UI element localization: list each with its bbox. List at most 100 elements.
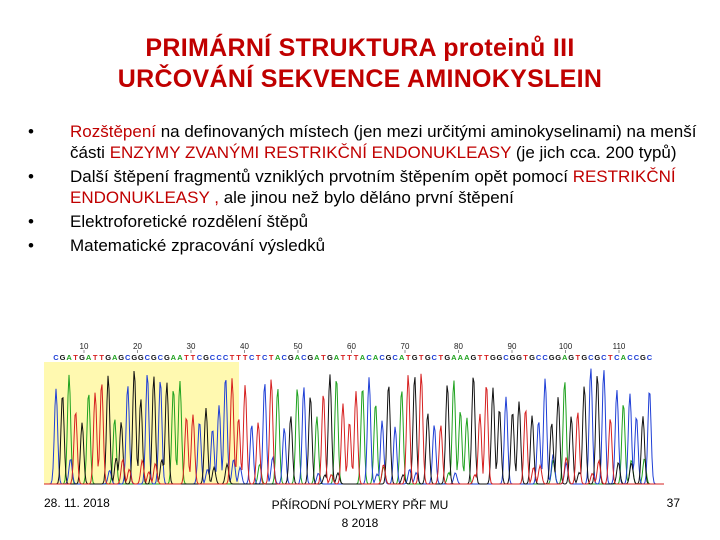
bullet-item-cleavage: Rozštěpení na definovaných místech (jen … bbox=[28, 121, 700, 163]
base-call: A bbox=[399, 353, 405, 362]
base-call: T bbox=[230, 353, 235, 362]
base-call: A bbox=[66, 353, 72, 362]
base-call: G bbox=[425, 353, 431, 362]
footer-course-line-2: 8 2018 bbox=[341, 516, 379, 530]
position-label: 110 bbox=[613, 342, 626, 351]
position-label: 80 bbox=[454, 342, 463, 351]
footer-course-line-1: PŘÍRODNÍ POLYMERY PŘF MU bbox=[271, 498, 449, 512]
base-call: T bbox=[184, 353, 189, 362]
position-label: 50 bbox=[294, 342, 303, 351]
base-call: A bbox=[295, 353, 301, 362]
base-call: G bbox=[151, 353, 157, 362]
base-call: C bbox=[366, 353, 372, 362]
slide-title: PRIMÁRNÍ STRUKTURA proteinů III URČOVÁNÍ… bbox=[20, 33, 700, 95]
base-call: C bbox=[634, 353, 640, 362]
title-line-2: URČOVÁNÍ SEKVENCE AMINOKYSLEIN bbox=[117, 65, 603, 93]
base-call: G bbox=[516, 353, 522, 362]
base-call: T bbox=[243, 353, 248, 362]
base-call: G bbox=[164, 353, 170, 362]
bullet-text: ale jinou než bylo děláno první štěpení bbox=[218, 188, 514, 207]
base-call: C bbox=[432, 353, 438, 362]
base-call: C bbox=[647, 353, 653, 362]
base-call: G bbox=[386, 353, 392, 362]
base-call: T bbox=[73, 353, 78, 362]
base-call: A bbox=[458, 353, 464, 362]
base-call: G bbox=[79, 353, 85, 362]
term-cleavage: Rozštěpení bbox=[70, 122, 156, 141]
base-call: C bbox=[223, 353, 229, 362]
base-call: G bbox=[138, 353, 144, 362]
base-call: G bbox=[288, 353, 294, 362]
base-call: C bbox=[216, 353, 222, 362]
base-call: C bbox=[210, 353, 216, 362]
bullet-text: na definovaných místech (jen mezi určitý… bbox=[70, 122, 697, 162]
base-call: C bbox=[588, 353, 594, 362]
base-call: T bbox=[321, 353, 326, 362]
base-call: G bbox=[510, 353, 516, 362]
term-endonuclease: RESTRIKČNÍ ENDONUKLEASY , bbox=[70, 167, 676, 207]
base-call: T bbox=[269, 353, 274, 362]
position-label: 20 bbox=[133, 342, 142, 351]
position-label: 30 bbox=[187, 342, 196, 351]
base-call: C bbox=[145, 353, 151, 362]
base-call: T bbox=[608, 353, 613, 362]
base-call: C bbox=[379, 353, 385, 362]
base-call: T bbox=[575, 353, 580, 362]
base-call: A bbox=[451, 353, 457, 362]
title-line-1: PRIMÁRNÍ STRUKTURA proteinů III bbox=[145, 34, 575, 62]
position-label: 70 bbox=[401, 342, 410, 351]
base-call: C bbox=[542, 353, 548, 362]
base-call: T bbox=[191, 353, 196, 362]
base-call: A bbox=[360, 353, 366, 362]
trace-G bbox=[44, 370, 664, 485]
base-call: C bbox=[601, 353, 607, 362]
base-call: C bbox=[158, 353, 164, 362]
base-call: C bbox=[249, 353, 255, 362]
base-call: T bbox=[236, 353, 241, 362]
base-call: A bbox=[177, 353, 183, 362]
base-call: T bbox=[354, 353, 359, 362]
base-call: G bbox=[529, 353, 535, 362]
base-call: T bbox=[419, 353, 424, 362]
base-call: C bbox=[53, 353, 59, 362]
bullet-text: (je jich cca. 200 typů) bbox=[511, 143, 677, 162]
term-enzymes: ENZYMY ZVANÝMI RESTRIKČNÍ ENDONUKLEASY bbox=[109, 143, 512, 162]
position-label: 90 bbox=[508, 342, 517, 351]
base-call: A bbox=[314, 353, 320, 362]
base-call: A bbox=[86, 353, 92, 362]
base-call: G bbox=[497, 353, 503, 362]
base-call: G bbox=[60, 353, 66, 362]
bullet-item-electrophoresis: Elektroforetické rozdělení štěpů bbox=[28, 211, 700, 232]
position-label: 60 bbox=[347, 342, 356, 351]
base-call: G bbox=[594, 353, 600, 362]
base-call: G bbox=[307, 353, 313, 362]
base-call: G bbox=[131, 353, 137, 362]
base-call: T bbox=[93, 353, 98, 362]
base-call: G bbox=[105, 353, 111, 362]
base-call: T bbox=[478, 353, 483, 362]
base-call: A bbox=[275, 353, 281, 362]
base-call: T bbox=[341, 353, 346, 362]
footer-course: PŘÍRODNÍ POLYMERY PŘF MU 8 2018 bbox=[240, 496, 480, 532]
bullet-text: Další štěpení fragmentů vzniklých prvotn… bbox=[70, 167, 573, 186]
base-call: G bbox=[327, 353, 333, 362]
base-call: G bbox=[203, 353, 209, 362]
base-call: T bbox=[347, 353, 352, 362]
base-call: G bbox=[555, 353, 561, 362]
base-call: G bbox=[412, 353, 418, 362]
base-call: C bbox=[282, 353, 288, 362]
base-call: G bbox=[549, 353, 555, 362]
bullet-item-further-cleavage: Další štěpení fragmentů vzniklých prvotn… bbox=[28, 166, 700, 208]
base-call: A bbox=[171, 353, 177, 362]
base-call: C bbox=[392, 353, 398, 362]
bullet-item-math: Matematické zpracování výsledků bbox=[28, 235, 700, 256]
base-call: C bbox=[627, 353, 633, 362]
base-call: G bbox=[568, 353, 574, 362]
base-call: T bbox=[484, 353, 489, 362]
base-call: C bbox=[262, 353, 268, 362]
base-call: C bbox=[125, 353, 131, 362]
base-call: A bbox=[373, 353, 379, 362]
base-call: T bbox=[99, 353, 104, 362]
base-call: A bbox=[334, 353, 340, 362]
